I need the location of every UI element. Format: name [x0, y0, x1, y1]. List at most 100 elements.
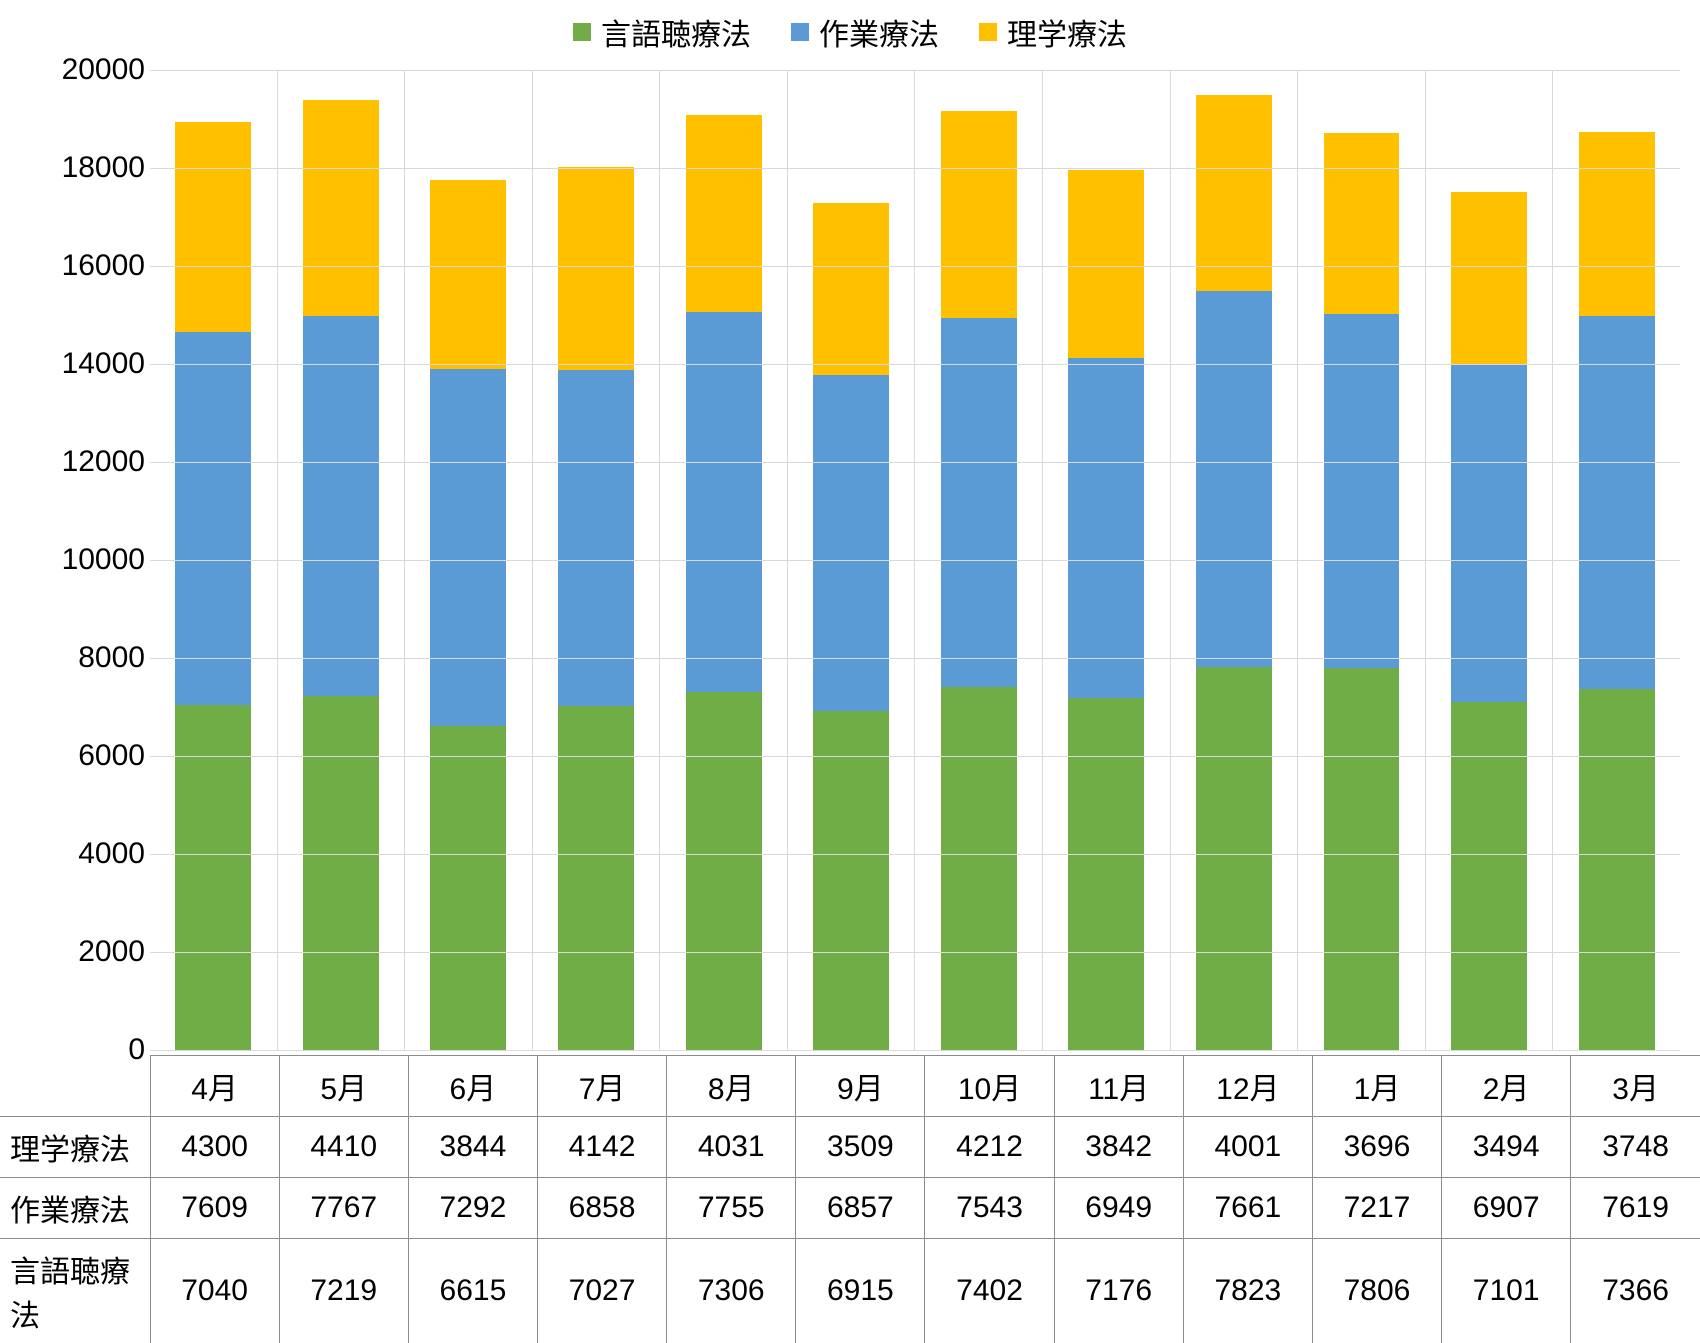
bar-segment-occup: [1451, 364, 1527, 702]
category-header: 11月: [1054, 1056, 1183, 1117]
bar-segment-speech: [1324, 668, 1400, 1050]
bar-segment-speech: [430, 726, 506, 1050]
y-tick-label: 14000: [15, 347, 145, 381]
category-header: 1月: [1312, 1056, 1441, 1117]
bar-segment-occup: [1196, 291, 1272, 666]
data-cell: 7619: [1571, 1178, 1700, 1239]
bar-segment-speech: [303, 696, 379, 1050]
data-cell: 3844: [408, 1117, 537, 1178]
data-cell: 3748: [1571, 1117, 1700, 1178]
stacked-bar: [1324, 133, 1400, 1050]
gridline: [150, 854, 1680, 855]
data-cell: 7767: [279, 1178, 408, 1239]
gridline: [150, 756, 1680, 757]
bar-segment-physio: [1451, 192, 1527, 363]
data-cell: 4031: [667, 1117, 796, 1178]
stacked-bar: [558, 167, 634, 1050]
bar-segment-occup: [175, 332, 251, 705]
y-tick-label: 18000: [15, 151, 145, 185]
gridline: [150, 168, 1680, 169]
data-cell: 6907: [1442, 1178, 1571, 1239]
bar-segment-occup: [941, 318, 1017, 688]
data-cell: 7823: [1183, 1239, 1312, 1343]
stacked-bar: [1579, 132, 1655, 1050]
row-header-occup: 作業療法: [0, 1178, 150, 1239]
bar-segment-speech: [941, 687, 1017, 1050]
y-tick-label: 4000: [15, 837, 145, 871]
table-header-row: 4月5月6月7月8月9月10月11月12月1月2月3月: [0, 1056, 1700, 1117]
bar-segment-physio: [686, 115, 762, 313]
data-cell: 7292: [408, 1178, 537, 1239]
legend-swatch-speech: [573, 23, 591, 41]
data-cell: 6858: [537, 1178, 666, 1239]
bar-segment-occup: [813, 375, 889, 711]
stacked-bar: [941, 111, 1017, 1050]
bar-segment-occup: [1068, 358, 1144, 699]
legend-swatch-occup: [791, 23, 809, 41]
bar-segment-physio: [1068, 170, 1144, 358]
y-tick-label: 20000: [15, 53, 145, 87]
category-header: 10月: [925, 1056, 1054, 1117]
data-cell: 7661: [1183, 1178, 1312, 1239]
category-header: 2月: [1442, 1056, 1571, 1117]
table-row: 言語聴療法70407219661570277306691574027176782…: [0, 1239, 1700, 1343]
data-cell: 7806: [1312, 1239, 1441, 1343]
data-cell: 7217: [1312, 1178, 1441, 1239]
bar-segment-physio: [1324, 133, 1400, 314]
category-header: 12月: [1183, 1056, 1312, 1117]
legend-label-occup: 作業療法: [819, 10, 939, 54]
data-cell: 6949: [1054, 1178, 1183, 1239]
legend-item-occup: 作業療法: [791, 10, 939, 54]
y-tick-label: 16000: [15, 249, 145, 283]
data-cell: 7027: [537, 1239, 666, 1343]
table-row: 作業療法760977677292685877556857754369497661…: [0, 1178, 1700, 1239]
stacked-bar: [303, 100, 379, 1050]
bar-segment-speech: [1068, 698, 1144, 1050]
y-tick-label: 12000: [15, 445, 145, 479]
bar-segment-speech: [686, 692, 762, 1050]
legend-item-physio: 理学療法: [979, 10, 1127, 54]
data-cell: 7101: [1442, 1239, 1571, 1343]
y-tick-label: 10000: [15, 543, 145, 577]
bar-segment-speech: [1196, 667, 1272, 1050]
bar-segment-physio: [1579, 132, 1655, 316]
category-header: 3月: [1571, 1056, 1700, 1117]
gridline: [150, 364, 1680, 365]
data-cell: 7176: [1054, 1239, 1183, 1343]
gridline: [150, 560, 1680, 561]
category-header: 5月: [279, 1056, 408, 1117]
bar-segment-occup: [1324, 314, 1400, 668]
bar-segment-occup: [303, 316, 379, 697]
gridline: [150, 1050, 1680, 1051]
data-cell: 6857: [796, 1178, 925, 1239]
bar-segment-occup: [1579, 316, 1655, 689]
stacked-bar: [686, 115, 762, 1050]
data-cell: 7755: [667, 1178, 796, 1239]
table-row: 理学療法430044103844414240313509421238424001…: [0, 1117, 1700, 1178]
bar-segment-speech: [1451, 702, 1527, 1050]
bar-segment-speech: [1579, 689, 1655, 1050]
data-cell: 4001: [1183, 1117, 1312, 1178]
data-cell: 7306: [667, 1239, 796, 1343]
data-cell: 6915: [796, 1239, 925, 1343]
legend-label-physio: 理学療法: [1007, 10, 1127, 54]
row-header-physio: 理学療法: [0, 1117, 150, 1178]
bar-segment-physio: [558, 167, 634, 370]
data-cell: 7040: [150, 1239, 279, 1343]
row-header-speech: 言語聴療法: [0, 1239, 150, 1343]
bar-segment-physio: [813, 203, 889, 375]
data-table: 4月5月6月7月8月9月10月11月12月1月2月3月 理学療法43004410…: [0, 1055, 1700, 1343]
gridline: [150, 462, 1680, 463]
bar-segment-physio: [175, 122, 251, 333]
stacked-bar: [175, 122, 251, 1050]
legend-label-speech: 言語聴療法: [601, 10, 751, 54]
bar-segment-physio: [1196, 95, 1272, 291]
data-cell: 7609: [150, 1178, 279, 1239]
data-cell: 6615: [408, 1239, 537, 1343]
category-header: 8月: [667, 1056, 796, 1117]
plot-area: [150, 70, 1680, 1050]
y-tick-label: 8000: [15, 641, 145, 675]
stacked-bar: [813, 203, 889, 1050]
data-cell: 7402: [925, 1239, 1054, 1343]
y-tick-label: 6000: [15, 739, 145, 773]
